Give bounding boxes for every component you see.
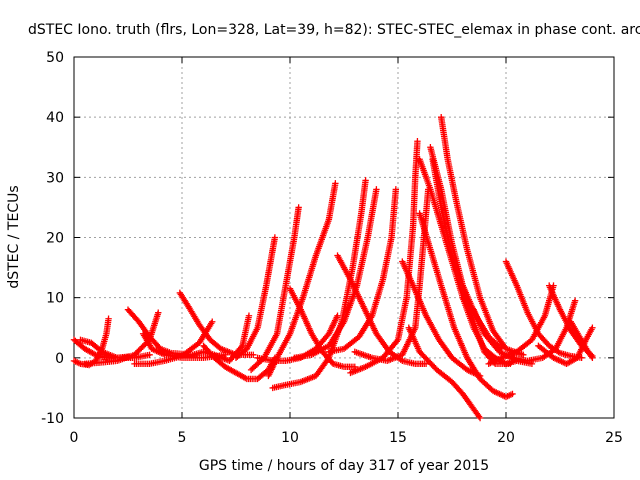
- data-point: [414, 138, 421, 145]
- data-point: [476, 414, 484, 422]
- data-point: [351, 363, 358, 371]
- y-tick-label: 0: [55, 351, 64, 367]
- x-axis-label: GPS time / hours of day 317 of year 2015: [199, 458, 489, 474]
- data-point: [155, 309, 162, 316]
- data-point: [392, 186, 400, 193]
- axis-ticks: -10 0 10 20 30 40 50 0 5 10 15 20 25: [41, 50, 623, 446]
- data-point: [373, 186, 380, 193]
- chart-title: dSTEC Iono. truth (flrs, Lon=328, Lat=39…: [28, 22, 640, 38]
- data-point: [509, 390, 516, 398]
- x-tick-label: 10: [281, 430, 299, 446]
- grid: [74, 57, 614, 418]
- y-axis-label: dSTEC / TECUs: [6, 185, 22, 288]
- data-point: [362, 177, 369, 184]
- y-tick-label: 10: [46, 291, 64, 307]
- data-point: [295, 204, 302, 211]
- x-tick-label: 0: [70, 430, 79, 446]
- x-tick-label: 25: [605, 430, 623, 446]
- y-tick-label: 40: [46, 110, 64, 126]
- data-point: [271, 234, 279, 241]
- data-point: [250, 351, 257, 359]
- x-tick-label: 15: [389, 430, 407, 446]
- data-point: [245, 312, 253, 319]
- x-tick-label: 20: [497, 430, 515, 446]
- y-tick-label: 50: [46, 50, 64, 66]
- y-tick-label: -10: [41, 411, 64, 427]
- data-point: [222, 351, 229, 359]
- data-point: [589, 354, 596, 362]
- data-points: [70, 113, 596, 422]
- data-point: [146, 351, 153, 359]
- data-point: [571, 297, 579, 304]
- data-point: [334, 312, 341, 319]
- y-tick-label: 30: [46, 170, 64, 186]
- data-point: [507, 360, 514, 368]
- y-tick-label: 20: [46, 231, 64, 247]
- data-point: [105, 315, 112, 322]
- data-point: [589, 324, 596, 331]
- x-tick-label: 5: [178, 430, 187, 446]
- data-point: [209, 318, 216, 325]
- data-point: [332, 180, 339, 187]
